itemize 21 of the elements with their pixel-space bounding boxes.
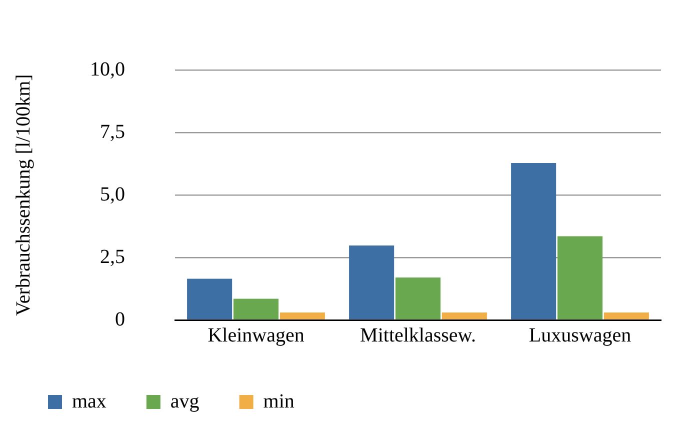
x-tick-label: Luxuswagen	[528, 324, 632, 346]
bar	[557, 236, 603, 320]
legend-label: max	[72, 390, 106, 412]
y-tick-label: 7,5	[100, 120, 125, 143]
y-tick-label: 10,0	[90, 58, 125, 80]
bar	[395, 278, 441, 320]
bar	[604, 312, 649, 320]
legend-label: min	[263, 390, 294, 412]
y-tick-label: 2,5	[100, 246, 125, 268]
x-tick-label: Kleinwagen	[208, 324, 304, 346]
bar	[233, 298, 279, 320]
bar	[511, 163, 556, 320]
bar	[442, 312, 487, 320]
y-axis-title: Verbrauchssenkung [l/100km]	[12, 74, 34, 316]
bar	[349, 246, 394, 320]
x-tick-label: Mittelklassew.	[360, 324, 476, 346]
bar	[280, 312, 325, 320]
y-tick-label: 0	[115, 308, 125, 330]
legend-label: avg	[170, 390, 200, 412]
bar	[187, 278, 232, 320]
y-tick-label: 5,0	[100, 183, 125, 206]
